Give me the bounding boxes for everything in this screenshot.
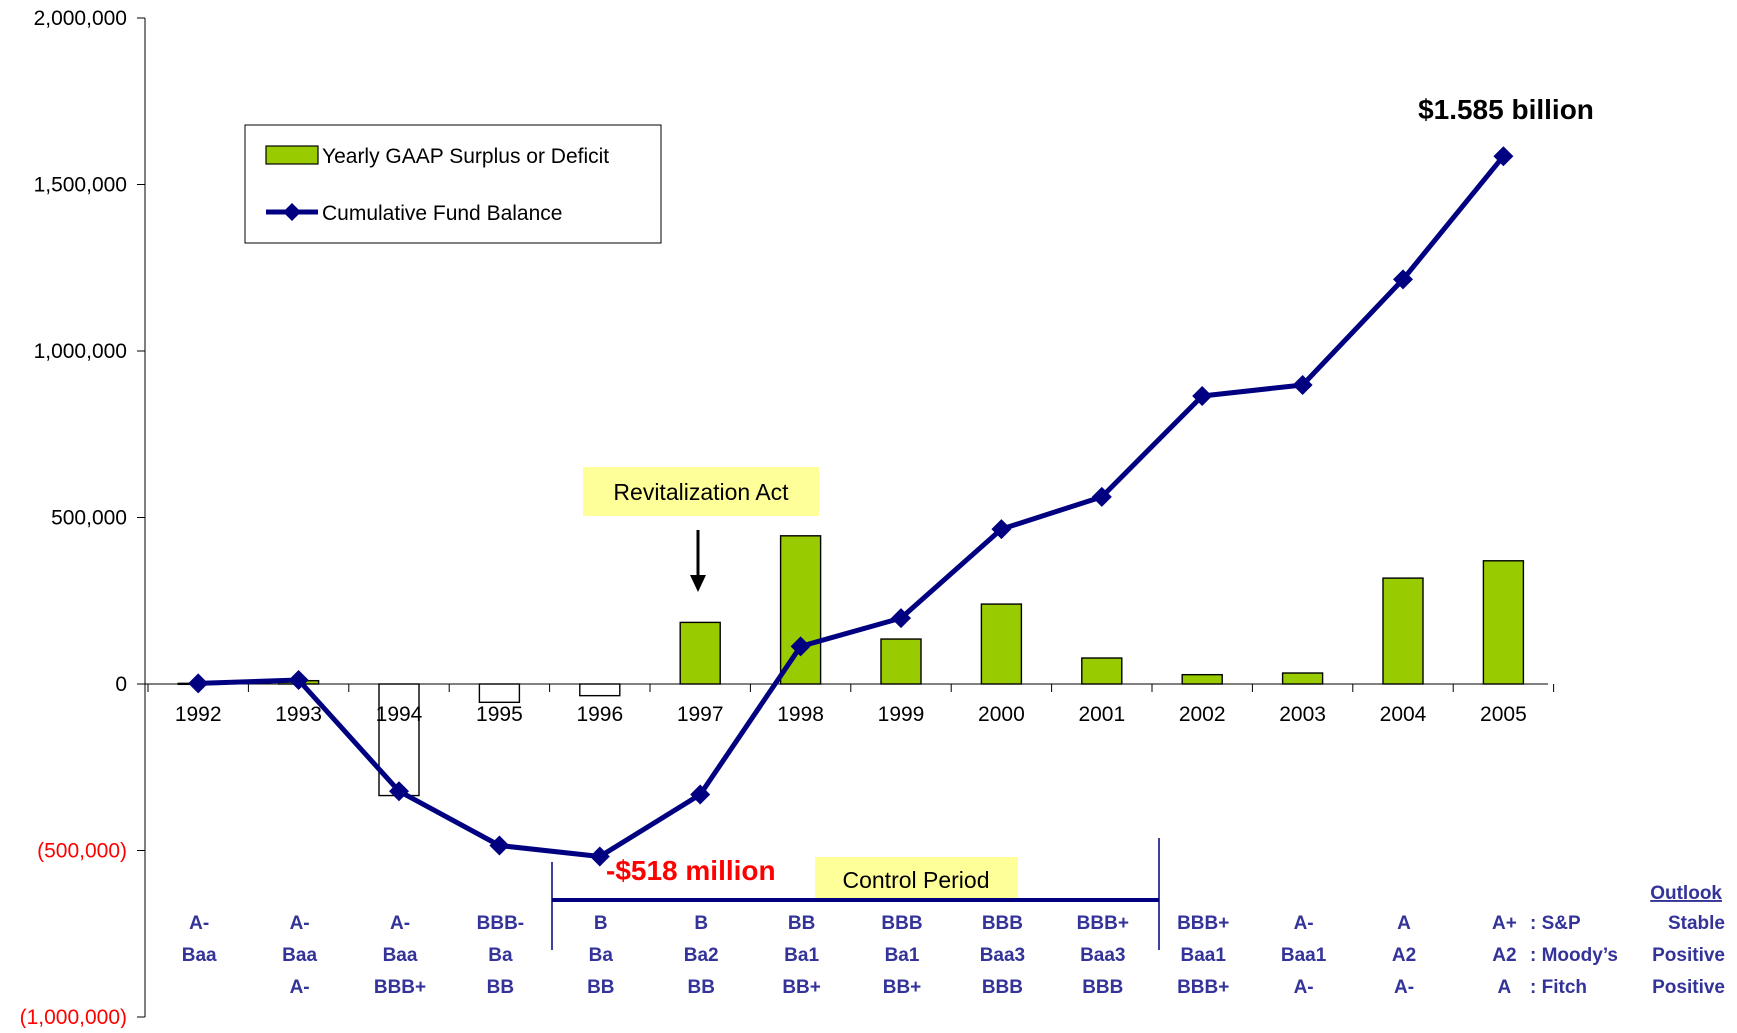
rating-moodys-1992: Baa xyxy=(182,945,217,966)
rating-fitch-2002: BBB+ xyxy=(1177,977,1229,998)
outlook-value: Stable xyxy=(1668,913,1725,934)
bar-2004 xyxy=(1383,578,1423,684)
rating-fitch-2003: A- xyxy=(1294,977,1314,998)
rating-sp-1993: A- xyxy=(290,913,310,934)
legend xyxy=(245,125,661,243)
y-tick-label: 2,000,000 xyxy=(34,7,127,30)
x-tick-label: 1992 xyxy=(175,703,222,726)
bar-1997 xyxy=(680,622,720,684)
rating-moodys-1999: Ba1 xyxy=(885,945,920,966)
y-tick-label: 1,500,000 xyxy=(34,174,127,197)
x-tick-label: 2002 xyxy=(1179,703,1226,726)
y-tick-label: (1,000,000) xyxy=(20,1006,127,1028)
x-tick-label: 2005 xyxy=(1480,703,1527,726)
arrow-head xyxy=(690,575,706,592)
outlook-value: Positive xyxy=(1652,945,1725,966)
point-1995 xyxy=(489,836,509,856)
rating-fitch-2000: BBB xyxy=(982,977,1023,998)
rating-fitch-2005: A xyxy=(1498,977,1512,998)
bar-2000 xyxy=(981,604,1021,684)
bar-1998 xyxy=(781,536,821,684)
bar-1996 xyxy=(580,684,620,696)
agency-label: : Moody’s xyxy=(1530,945,1618,966)
bar-2001 xyxy=(1082,658,1122,684)
agency-label: : S&P xyxy=(1530,913,1581,934)
rating-fitch-1998: BB+ xyxy=(782,977,821,998)
rating-moodys-2005: A2 xyxy=(1492,945,1516,966)
y-tick-label: 0 xyxy=(115,673,127,696)
y-tick-label: 1,000,000 xyxy=(34,340,127,363)
rating-sp-2003: A- xyxy=(1294,913,1314,934)
rating-fitch-1995: BB xyxy=(487,977,514,998)
rating-moodys-2003: Baa1 xyxy=(1281,945,1327,966)
y-tick-label: (500,000) xyxy=(37,840,127,863)
outlook-value: Positive xyxy=(1652,977,1725,998)
x-tick-label: 1994 xyxy=(376,703,423,726)
rating-moodys-1994: Baa xyxy=(383,945,418,966)
bar-2003 xyxy=(1283,673,1323,684)
rating-moodys-2000: Baa3 xyxy=(980,945,1025,966)
rating-sp-2001: BBB+ xyxy=(1077,913,1129,934)
point-1992 xyxy=(188,673,208,693)
bar-2002 xyxy=(1182,675,1222,684)
bar-1999 xyxy=(881,639,921,684)
legend-bar-label: Yearly GAAP Surplus or Deficit xyxy=(322,145,609,168)
rating-fitch-2001: BBB xyxy=(1082,977,1123,998)
legend-line-label: Cumulative Fund Balance xyxy=(322,202,562,225)
x-tick-label: 2000 xyxy=(978,703,1025,726)
rating-sp-2000: BBB xyxy=(982,913,1023,934)
rating-sp-1994: A- xyxy=(390,913,410,934)
x-tick-label: 1999 xyxy=(878,703,925,726)
min-annotation: -$518 million xyxy=(606,855,776,886)
rating-sp-2002: BBB+ xyxy=(1177,913,1229,934)
x-tick-label: 1997 xyxy=(677,703,724,726)
bar-2005 xyxy=(1483,561,1523,684)
rating-fitch-1996: BB xyxy=(587,977,614,998)
outlook-header: Outlook xyxy=(1650,883,1722,904)
x-tick-label: 1993 xyxy=(275,703,322,726)
x-tick-label: 2004 xyxy=(1380,703,1427,726)
rating-moodys-1993: Baa xyxy=(282,945,317,966)
control-period-label: Control Period xyxy=(842,867,989,893)
rating-sp-1999: BBB xyxy=(881,913,922,934)
revitalization-callout: Revitalization Act xyxy=(613,479,789,505)
rating-moodys-1996: Ba xyxy=(589,945,614,966)
rating-sp-1997: B xyxy=(694,913,708,934)
rating-sp-1992: A- xyxy=(189,913,209,934)
rating-moodys-1997: Ba2 xyxy=(684,945,719,966)
rating-moodys-2004: A2 xyxy=(1392,945,1416,966)
rating-sp-1998: BB xyxy=(788,913,815,934)
x-tick-label: 2001 xyxy=(1078,703,1125,726)
bar-1995 xyxy=(479,684,519,702)
rating-moodys-2002: Baa1 xyxy=(1180,945,1226,966)
x-tick-label: 1995 xyxy=(476,703,523,726)
rating-fitch-1997: BB xyxy=(687,977,714,998)
rating-moodys-1995: Ba xyxy=(488,945,513,966)
x-tick-label: 1998 xyxy=(777,703,824,726)
y-tick-label: 500,000 xyxy=(51,507,127,530)
rating-sp-1995: BBB- xyxy=(477,913,525,934)
rating-moodys-2001: Baa3 xyxy=(1080,945,1125,966)
max-annotation: $1.585 billion xyxy=(1418,94,1594,125)
rating-sp-2004: A xyxy=(1397,913,1411,934)
agency-label: : Fitch xyxy=(1530,977,1587,998)
rating-fitch-1999: BB+ xyxy=(883,977,922,998)
rating-fitch-1993: A- xyxy=(290,977,310,998)
rating-sp-1996: B xyxy=(594,913,608,934)
x-tick-label: 2003 xyxy=(1279,703,1326,726)
rating-fitch-1994: BBB+ xyxy=(374,977,426,998)
rating-sp-2005: A+ xyxy=(1492,913,1517,934)
legend-bar-swatch xyxy=(266,146,318,164)
rating-moodys-1998: Ba1 xyxy=(784,945,819,966)
rating-fitch-2004: A- xyxy=(1394,977,1414,998)
x-tick-label: 1996 xyxy=(576,703,623,726)
